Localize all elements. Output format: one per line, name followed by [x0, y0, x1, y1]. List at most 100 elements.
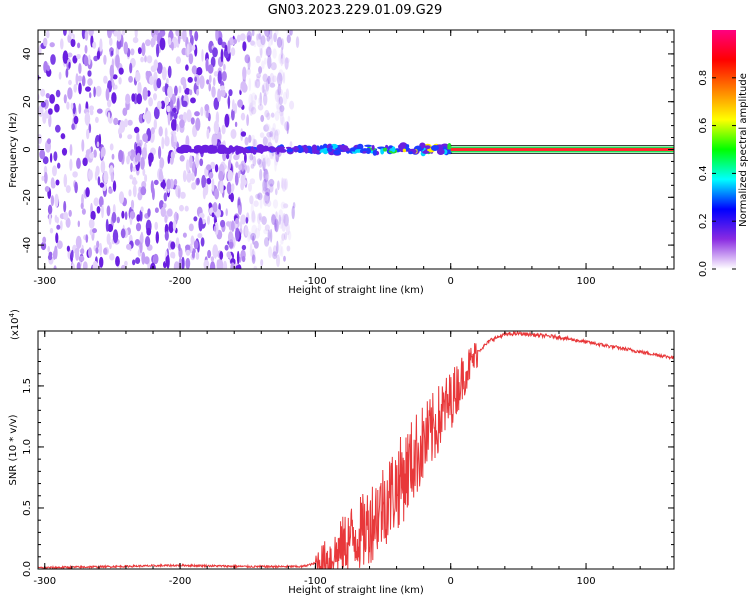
spectrogram-speckle	[212, 47, 218, 58]
spectrogram-speckle	[206, 128, 210, 140]
spectrogram-speckle	[261, 216, 267, 225]
spectrogram-signal-blob	[357, 143, 364, 150]
spectrogram-speckle	[174, 85, 178, 96]
spectrogram-speckle	[96, 50, 101, 60]
spectrogram-speckle	[217, 70, 222, 84]
spectrogram-speckle	[125, 93, 131, 105]
spectrogram-speckle	[191, 45, 196, 51]
spectrogram-speckle	[150, 180, 154, 194]
spectrogram-speckle	[145, 39, 151, 47]
spectrogram-speckle	[263, 90, 269, 96]
spectrogram-speckle	[108, 188, 113, 194]
spectrogram-speckle	[38, 133, 42, 145]
spectrogram-speckle	[262, 179, 268, 192]
spectrogram-speckle	[185, 244, 191, 251]
spectrogram-speckle	[214, 222, 219, 236]
spectrogram-speckle	[188, 53, 194, 65]
spectrogram-speckle	[184, 87, 191, 95]
spectrogram-speckle	[217, 88, 222, 102]
spectrogram-speckle	[210, 256, 215, 262]
spectrogram-speckle	[251, 210, 256, 223]
spectrogram-speckle	[259, 98, 263, 106]
spectrogram-signal-blob	[383, 147, 388, 152]
spectrogram-speckle	[70, 38, 76, 48]
spectrogram-speckle	[156, 100, 162, 110]
y-tick-label: 1.0	[22, 439, 33, 455]
spectrogram-speckle	[286, 245, 291, 252]
spectrogram-signal-blob	[319, 145, 324, 150]
figure-title: GN03.2023.229.01.09.G29	[268, 3, 443, 18]
spectrogram-signal-blob	[326, 147, 333, 152]
spectrogram-speckle	[184, 205, 189, 212]
spectrogram-speckle	[166, 208, 173, 217]
spectrogram-speckle	[81, 139, 85, 152]
snr-background	[38, 331, 674, 569]
spectrogram-signal-blob	[371, 144, 375, 151]
colorbar-label: Normalized spectral amplitude	[738, 73, 749, 227]
spectrogram-speckle	[206, 110, 209, 119]
spectrogram-speckle	[130, 162, 133, 173]
spectrogram-speckle	[52, 165, 57, 177]
spectrogram-signal-blob	[329, 145, 333, 149]
spectrogram-speckle	[248, 104, 254, 112]
spectrogram-speckle	[244, 152, 247, 164]
spectrogram-speckle	[127, 134, 133, 140]
x-tick-label: 100	[576, 576, 595, 587]
spectrogram-speckle	[251, 134, 255, 141]
snr-frame	[37, 330, 675, 570]
spectrogram-speckle	[223, 63, 226, 71]
spectrogram-speckle	[96, 108, 103, 114]
spectrogram-speckle	[160, 206, 166, 218]
spectrogram-speckle	[248, 134, 252, 143]
spectrogram-speckle	[150, 127, 155, 135]
spectrogram-speckle	[43, 171, 48, 184]
spectrogram-speckle	[266, 35, 270, 42]
spectrogram-speckle	[55, 89, 61, 98]
spectrogram-speckle	[99, 38, 103, 52]
spectrogram-speckle	[42, 156, 49, 165]
spectrogram-signal-blob	[398, 144, 406, 150]
spectrogram-speckle	[212, 202, 218, 213]
spectrogram-speckle	[118, 191, 125, 204]
spectrogram-speckle	[49, 94, 55, 104]
spectrogram-speckle	[258, 33, 262, 40]
spectrogram-speckle	[175, 56, 181, 65]
spectrogram-speckle	[211, 133, 218, 148]
spectrogram-speckle	[213, 97, 220, 110]
spectrogram-speckle	[140, 231, 144, 243]
spectrogram-speckle	[270, 34, 273, 46]
spectrogram-speckle	[278, 53, 283, 64]
spectrogram-speckle	[98, 196, 104, 208]
spectrogram-speckle	[141, 42, 146, 57]
spectrogram-speckle	[208, 74, 212, 84]
spectrogram-speckle	[185, 64, 189, 71]
spectrogram-speckle	[76, 262, 81, 269]
spectrogram-speckle	[87, 78, 93, 86]
spectrogram-speckle	[207, 215, 210, 225]
spectrogram-speckle	[72, 55, 78, 64]
spectrogram-speckle	[220, 88, 226, 98]
spectrogram-speckle	[255, 78, 261, 89]
spectrogram-speckle	[281, 219, 287, 232]
spectrogram-speckle	[57, 162, 61, 169]
spectrogram-speckle	[251, 30, 255, 37]
spectrogram-speckle	[177, 188, 181, 199]
spectrogram-speckle	[261, 60, 265, 70]
spectrogram-speckle	[283, 255, 286, 262]
spectrogram-speckle	[272, 123, 276, 131]
spectrogram-signal-blob	[364, 144, 372, 147]
spectrogram-speckle	[46, 30, 50, 39]
spectrogram-speckle	[93, 86, 96, 98]
spectrogram-speckle	[179, 204, 184, 212]
spectrogram-speckle	[109, 64, 115, 79]
spectrogram-speckle	[259, 197, 263, 209]
spectrogram-speckle	[163, 192, 168, 202]
spectrogram-noise	[38, 30, 300, 269]
spectrogram-speckle	[89, 105, 94, 111]
spectrogram-speckle	[274, 218, 279, 233]
spectrogram-speckle	[141, 147, 147, 160]
spectrogram-speckle	[256, 33, 260, 41]
spectrogram-speckle	[253, 79, 258, 88]
spectrogram-speckle	[240, 112, 246, 121]
